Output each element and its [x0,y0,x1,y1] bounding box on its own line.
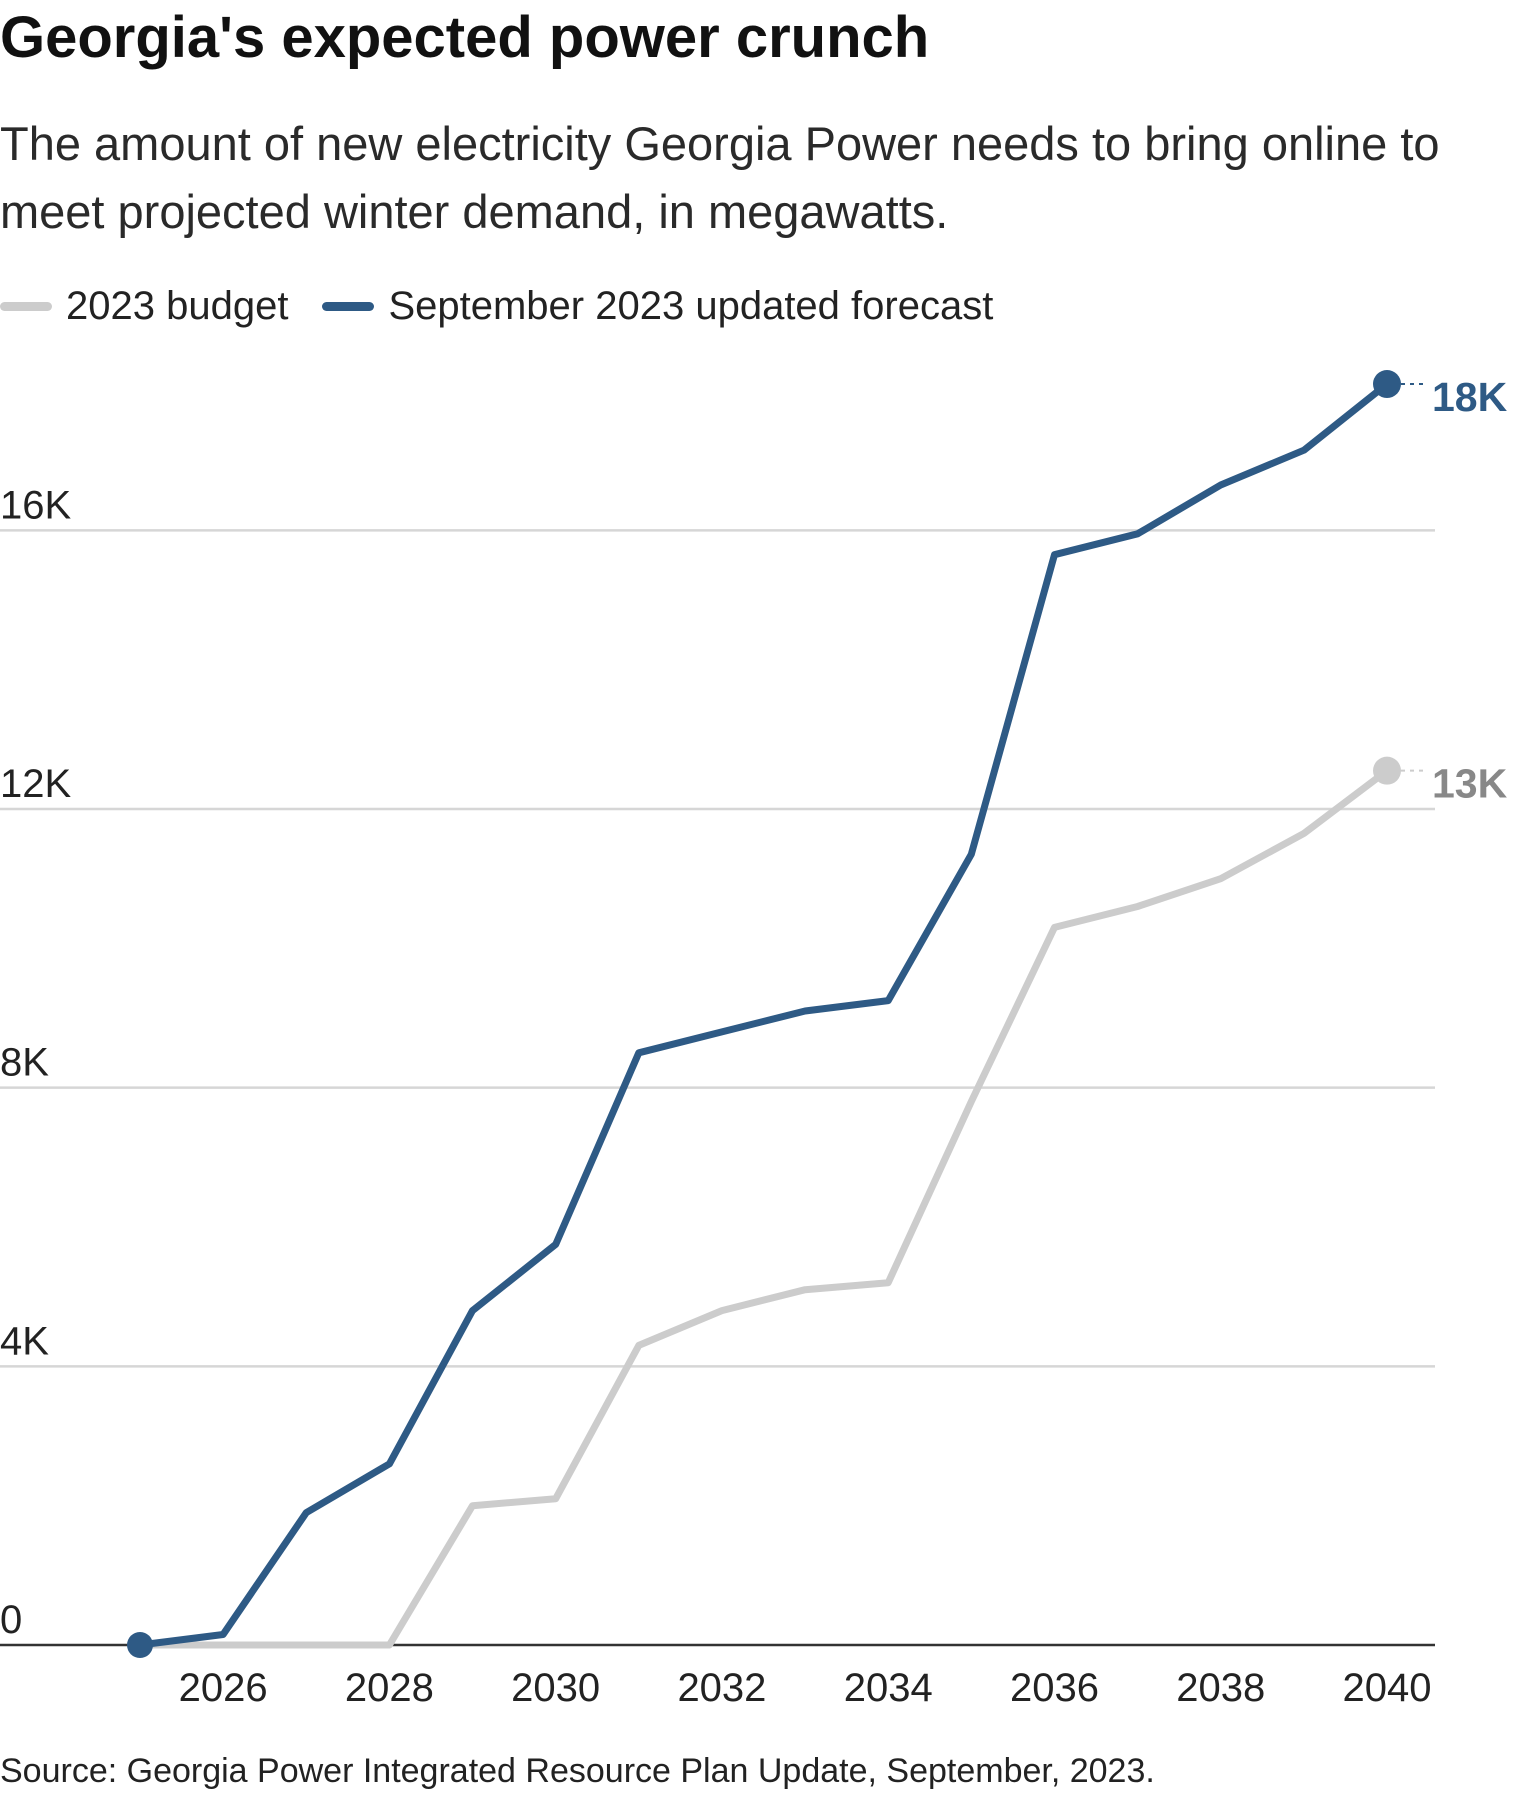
y-tick-label: 8K [0,1041,49,1085]
chart-title: Georgia's expected power crunch [0,5,930,70]
y-tick-label: 4K [0,1319,49,1363]
legend-item-forecast: September 2023 updated forecast [322,284,993,329]
legend-swatch-forecast [322,301,375,311]
x-tick-label: 2036 [1010,1666,1099,1710]
legend-label-budget: 2023 budget [66,283,289,328]
end-point-budget [1373,756,1401,785]
x-tick-label: 2028 [345,1666,434,1710]
chart-subtitle: The amount of new electricity Georgia Po… [0,117,1440,238]
x-tick-label: 2030 [511,1666,600,1710]
end-label-forecast: 18K [1432,374,1508,420]
y-tick-label: 16K [0,483,71,527]
x-tick-label: 2026 [179,1666,268,1710]
x-tick-label: 2038 [1176,1666,1265,1710]
y-tick-label: 12K [0,762,71,806]
axes: 0 4K 8K 12K 16K 2026 2028 2030 2032 2034 2036 2038 2… [0,483,1435,1710]
series-lines [127,380,1391,1658]
series-line-forecast [136,380,1391,1649]
x-tick-label: 2032 [677,1666,766,1710]
series-line-budget [136,767,1391,1649]
end-point-forecast [1373,370,1401,399]
source-note: Source: Georgia Power Integrated Resourc… [0,1752,1155,1790]
start-point-marker [127,1632,153,1658]
end-labels: 13K 18K [1373,370,1508,807]
legend-label-forecast: September 2023 updated forecast [388,283,994,328]
x-tick-label: 2034 [844,1666,933,1710]
legend: 2023 budget September 2023 updated forec… [0,280,1027,332]
x-tick-label: 2040 [1343,1666,1432,1710]
gridlines [0,529,1435,1368]
y-tick-label: 0 [0,1598,22,1642]
end-label-budget: 13K [1432,761,1508,807]
legend-item-budget: 2023 budget [0,284,288,329]
legend-swatch-budget [0,301,52,311]
